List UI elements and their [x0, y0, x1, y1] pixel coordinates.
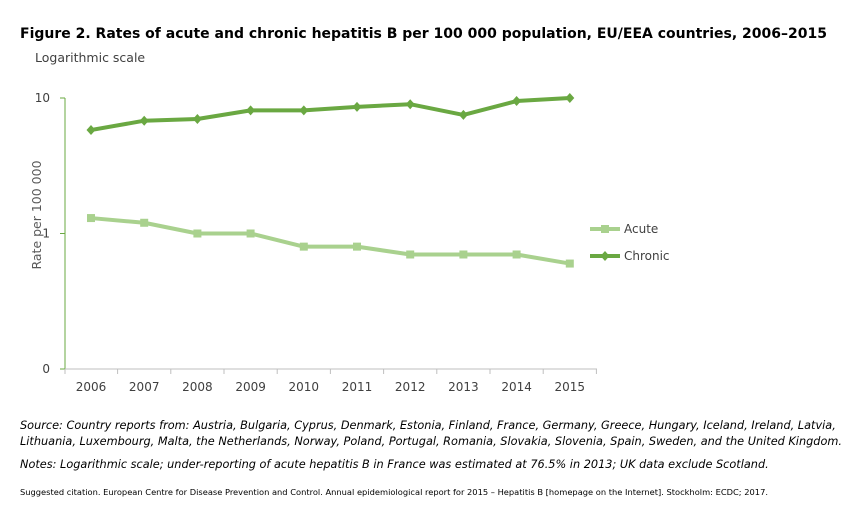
- data-point-chronic: [299, 105, 309, 116]
- figure-title: Figure 2. Rates of acute and chronic hep…: [20, 26, 827, 42]
- data-point-acute: [565, 259, 574, 268]
- data-point-chronic: [565, 93, 575, 103]
- data-point-acute: [406, 250, 415, 259]
- data-point-chronic: [458, 109, 468, 120]
- notes: Notes: Logarithmic scale; under-reportin…: [20, 458, 769, 471]
- data-point-acute: [246, 229, 255, 238]
- data-point-chronic: [352, 101, 362, 112]
- series-acute: [87, 214, 574, 268]
- x-tick-label: 2011: [342, 380, 373, 394]
- data-point-acute: [459, 250, 468, 259]
- data-point-chronic: [86, 125, 96, 136]
- data-point-acute: [87, 214, 95, 223]
- source-line-2: Lithuania, Luxembourg, Malta, the Nether…: [20, 435, 842, 448]
- data-point-chronic: [405, 99, 415, 110]
- x-tick-label: 2014: [501, 380, 532, 394]
- x-tick-label: 2006: [76, 380, 107, 394]
- data-point-chronic: [512, 96, 522, 107]
- figure-subtitle: Logarithmic scale: [35, 50, 146, 65]
- legend-item-acute: Acute: [590, 222, 658, 236]
- series-line-chronic: [90, 96, 570, 133]
- x-tick-label: 2010: [289, 380, 320, 394]
- legend-item-chronic: Chronic: [590, 249, 670, 263]
- data-point-chronic: [246, 105, 256, 116]
- x-tick-label: 2015: [555, 380, 586, 394]
- data-point-acute: [140, 218, 149, 227]
- y-tick-label: 1: [42, 227, 50, 241]
- data-point-acute: [193, 229, 202, 238]
- x-tick-label: 2009: [235, 380, 266, 394]
- data-point-chronic: [192, 113, 202, 124]
- x-tick-label: 2007: [129, 380, 160, 394]
- data-point-acute: [353, 242, 361, 251]
- series-chronic: [86, 93, 575, 136]
- x-tick-label: 2012: [395, 380, 426, 394]
- y-tick-label: 10: [35, 91, 50, 105]
- source-line-1: Source: Country reports from: Austria, B…: [20, 419, 836, 432]
- line-chart: Rate per 100 000 0 1 10 2006 2007 2008 2009 20…: [29, 91, 670, 394]
- x-tick-label: 2013: [448, 380, 479, 394]
- data-point-acute: [299, 242, 308, 251]
- data-point-acute: [512, 250, 521, 259]
- legend-label: Chronic: [624, 249, 670, 263]
- series-line-acute: [90, 216, 571, 266]
- data-point-chronic: [139, 115, 149, 126]
- legend-label: Acute: [624, 222, 658, 236]
- y-tick-label: 0: [42, 362, 50, 376]
- citation: Suggested citation. European Centre for …: [20, 487, 768, 497]
- x-tick-label: 2008: [182, 380, 213, 394]
- y-axis-label: Rate per 100 000: [29, 160, 44, 269]
- legend-marker: [601, 225, 609, 233]
- legend-marker: [600, 251, 610, 261]
